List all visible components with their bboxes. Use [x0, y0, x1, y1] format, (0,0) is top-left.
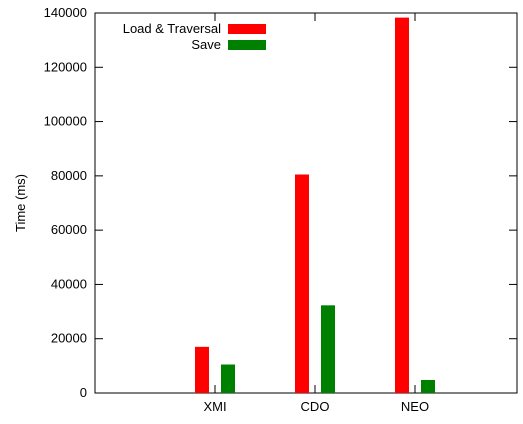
bar-save-xmi	[221, 364, 235, 393]
bar-load-traversal-xmi	[195, 346, 209, 393]
y-tick-label: 120000	[44, 59, 87, 74]
bar-load-traversal-cdo	[295, 174, 309, 393]
y-tick-label: 40000	[51, 276, 87, 291]
y-axis-label: Time (ms)	[13, 174, 28, 232]
legend-swatch-save	[228, 40, 266, 50]
x-tick-label: XMI	[203, 399, 226, 414]
y-tick-label: 80000	[51, 168, 87, 183]
y-tick-label: 100000	[44, 114, 87, 129]
x-axis-ticks: XMI CDO NEO	[203, 13, 429, 414]
y-tick-label: 20000	[51, 331, 87, 346]
bar-load-traversal-neo	[395, 17, 409, 393]
y-tick-label: 60000	[51, 222, 87, 237]
legend-label-load-traversal: Load & Traversal	[123, 21, 221, 36]
x-tick-label: NEO	[401, 399, 429, 414]
x-tick-label: CDO	[301, 399, 330, 414]
legend-swatch-load-traversal	[228, 24, 266, 34]
bar-series-group	[195, 17, 435, 393]
y-axis-ticks: 0 20000 40000 60000 80000 100000 120000 140000	[44, 5, 517, 400]
bar-save-cdo	[321, 305, 335, 393]
legend-label-save: Save	[191, 37, 221, 52]
y-tick-label: 0	[80, 385, 87, 400]
y-tick-label: 140000	[44, 5, 87, 20]
bar-save-neo	[421, 379, 435, 393]
